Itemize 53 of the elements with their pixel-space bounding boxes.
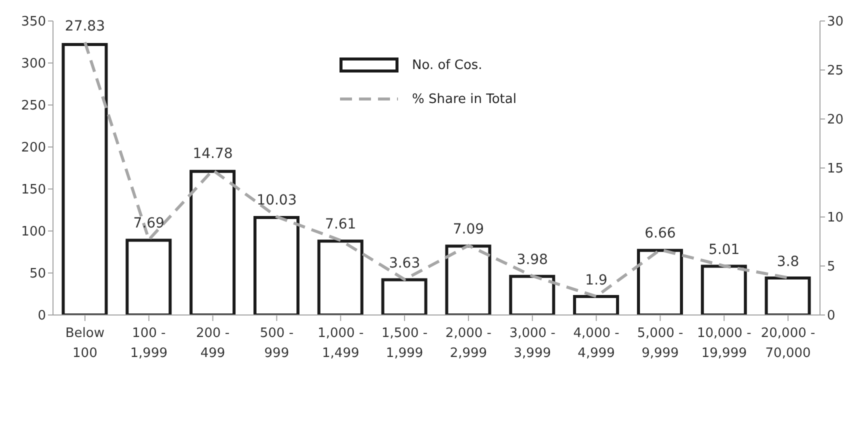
data-label: 5.01 [708,242,740,258]
data-label: 7.61 [325,216,356,232]
data-label: 6.66 [644,226,676,242]
y-tick-label: 100 [21,224,46,240]
bar [381,278,428,315]
data-label: 3.63 [388,255,420,272]
x-tick-label: Below 100 [65,326,105,361]
bar [573,295,620,315]
data-label: 1.9 [585,272,608,288]
bar [253,216,300,315]
x-tick-label: 500 - 999 [260,326,294,361]
legend-label: No. of Cos. [412,58,482,72]
y2-tick-label: 25 [827,64,844,79]
bar [445,244,492,315]
x-tick-label: 10,000 - 19,999 [696,326,752,361]
bar [700,264,747,315]
data-label: 10.03 [256,192,297,209]
bar [764,276,811,315]
y2-tick-label: 0 [827,308,836,324]
y2-tick-label: 20 [827,112,844,128]
data-label: 7.69 [133,216,164,232]
x-tick-label: 1,000 - 1,499 [318,326,364,361]
bar [509,274,556,315]
x-tick-label: 2,000 - 2,999 [445,326,492,361]
y-tick-label: 150 [21,182,46,198]
data-label: 27.83 [64,18,106,34]
x-tick-label: 3,000 - 3,999 [509,326,556,361]
data-label: 3.8 [776,254,800,270]
y2-tick-label: 15 [827,162,844,177]
bar [317,240,364,315]
x-tick-label: 100 - 1,999 [130,326,168,361]
y-tick-label: 350 [21,14,46,30]
y2-tick-label: 5 [827,260,836,275]
y2-tick-label: 10 [827,210,844,226]
bar [126,238,172,315]
data-label: 14.78 [192,146,233,162]
x-tick-label: 200 - 499 [196,326,230,361]
y2-tick-label: 30 [827,14,844,30]
data-label: 3.98 [516,252,548,268]
y-tick-label: 250 [21,98,46,114]
bar [190,170,236,315]
y-tick-label: 200 [21,140,46,156]
data-label: 7.09 [452,222,484,238]
x-tick-label: 5,000 - 9,999 [637,326,684,361]
bar [62,43,108,315]
legend-label: % Share in Total [412,92,516,106]
x-tick-label: 1,500 - 1,999 [382,326,428,361]
bar [636,248,683,315]
x-tick-label: 4,000 - 4,999 [573,326,620,361]
y-tick-label: 300 [21,56,46,72]
y-tick-label: 50 [29,266,46,282]
y-tick-label: 0 [38,308,46,324]
x-tick-label: 20,000 - 70,000 [760,326,816,361]
